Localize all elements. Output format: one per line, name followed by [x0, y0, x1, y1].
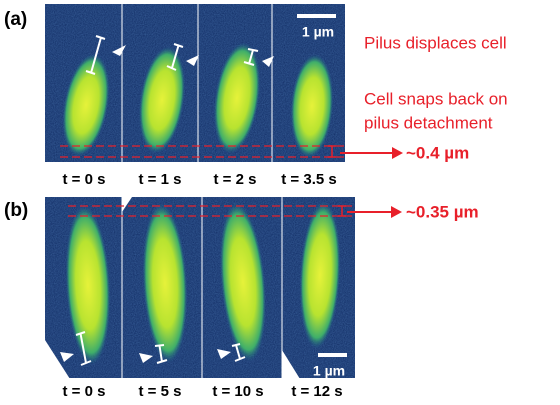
- measurement: ~0.35 µm: [406, 202, 479, 221]
- panel-b: 1 µm (b) t = 0 s t = 5 s t = 10 s t = 12…: [4, 197, 479, 400]
- annotation: pilus detachment: [364, 113, 493, 132]
- scale-bar-label: 1 µm: [313, 363, 345, 379]
- panel-label: (b): [4, 200, 28, 221]
- arrow-head: [391, 206, 402, 218]
- time-label: t = 5 s: [139, 383, 182, 400]
- time-label: t = 0 s: [63, 383, 106, 400]
- panel-a: 1 µm (a) t = 0 s t = 1 s t = 2 s t = 3.5…: [4, 4, 508, 188]
- figure: 1 µm (a) t = 0 s t = 1 s t = 2 s t = 3.5…: [0, 0, 560, 405]
- panel-label: (a): [4, 9, 27, 30]
- time-label: t = 3.5 s: [281, 171, 336, 188]
- time-label: t = 2 s: [214, 171, 257, 188]
- measurement: ~0.4 µm: [406, 143, 469, 162]
- annotation: Cell snaps back on: [364, 89, 508, 108]
- time-label: t = 0 s: [63, 171, 106, 188]
- time-label: t = 12 s: [291, 383, 342, 400]
- time-label: t = 10 s: [212, 383, 263, 400]
- scale-bar-label: 1 µm: [302, 24, 334, 40]
- annotation: Pilus displaces cell: [364, 33, 507, 52]
- arrow-head: [392, 147, 403, 159]
- time-label: t = 1 s: [139, 171, 182, 188]
